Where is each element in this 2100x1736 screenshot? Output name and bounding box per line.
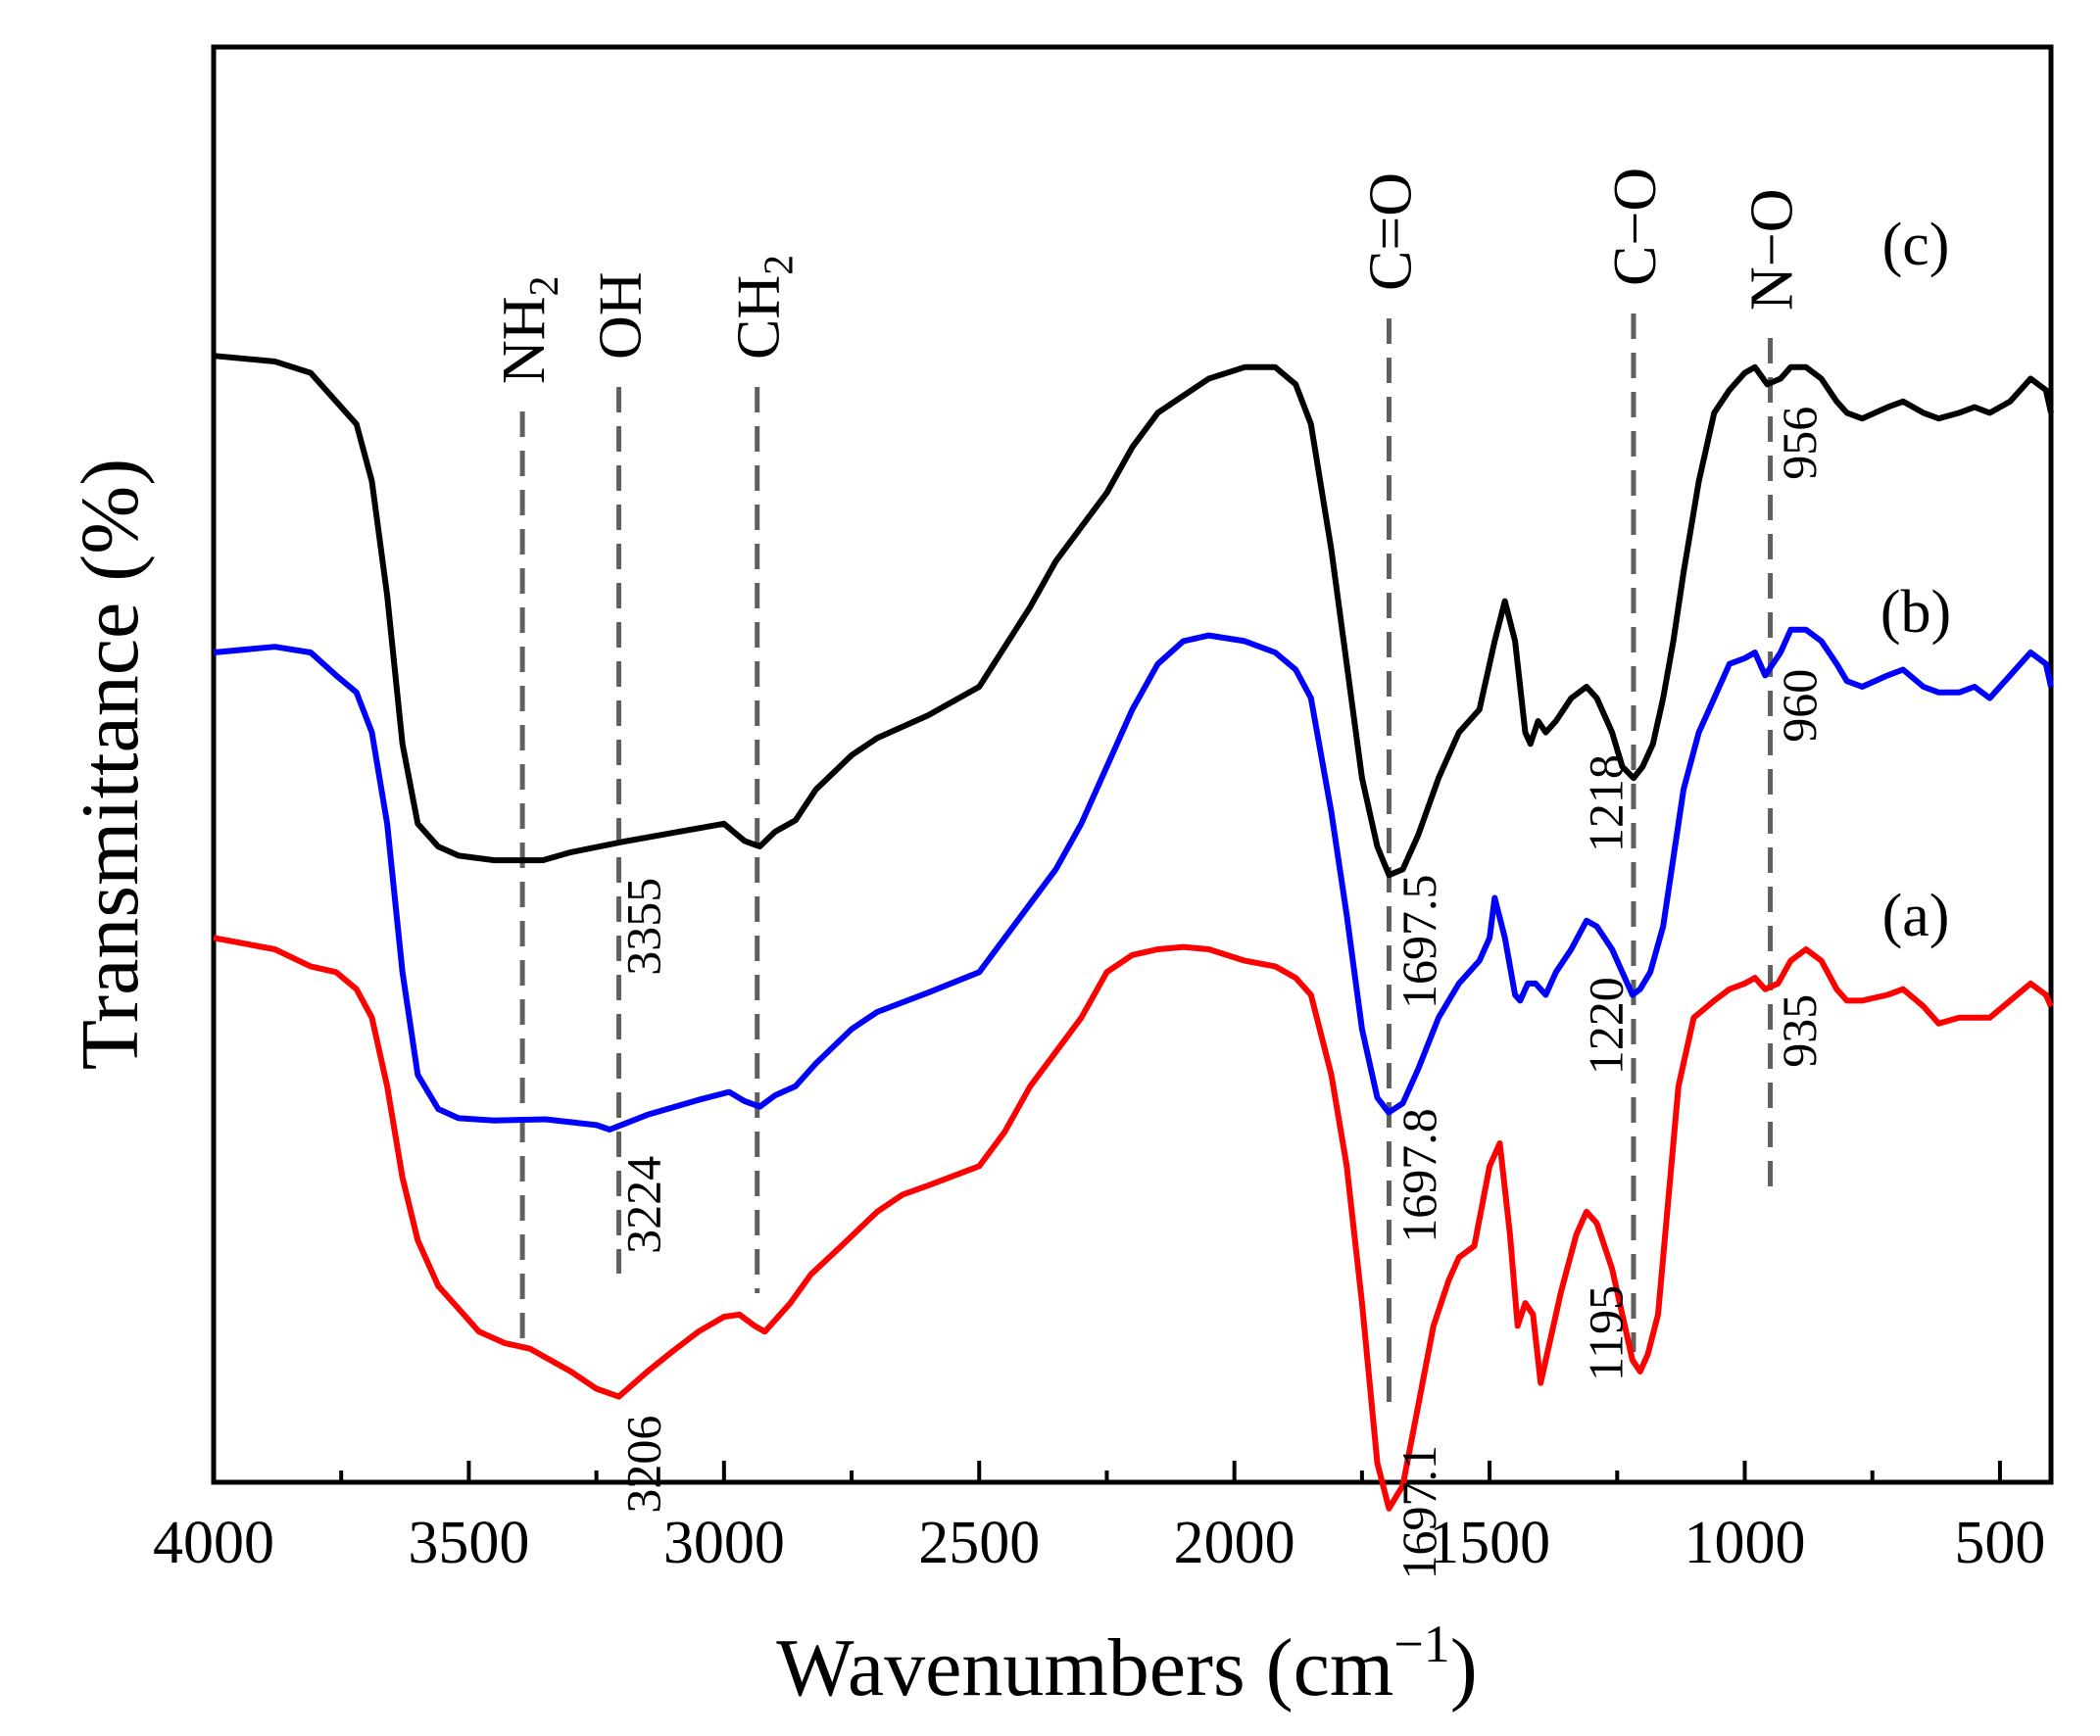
peak-label-935-a: 935 bbox=[1772, 994, 1827, 1068]
peak-label-1195-a: 1195 bbox=[1578, 1285, 1633, 1381]
band-label-group: NH2 OH CH2 C=O C−O N−O bbox=[491, 168, 1805, 384]
x-tick-label-2000: 2000 bbox=[1174, 1510, 1295, 1576]
peak-label-3355-c: 3355 bbox=[616, 878, 671, 976]
band-label-nh2: NH2 bbox=[491, 275, 567, 384]
band-label-ch2: CH2 bbox=[726, 255, 803, 360]
series-label-c: (c) bbox=[1882, 212, 1950, 278]
plot-frame bbox=[211, 44, 2054, 1485]
peak-label-960-b: 960 bbox=[1772, 669, 1827, 743]
peak-label-956-c: 956 bbox=[1772, 407, 1827, 480]
x-tick-label-3500: 3500 bbox=[408, 1510, 529, 1576]
series-label-a: (a) bbox=[1882, 883, 1950, 949]
peak-label-1697-8-b: 1697.8 bbox=[1392, 1108, 1446, 1243]
x-axis-title: Wavenumbers (cm−1) bbox=[776, 1615, 1477, 1713]
series-label-b: (b) bbox=[1880, 579, 1951, 646]
peak-label-1218-c: 1218 bbox=[1578, 754, 1633, 852]
band-label-c-o: C−O bbox=[1602, 168, 1669, 286]
peak-label-3224-b: 3224 bbox=[616, 1156, 671, 1254]
x-tick-label-3000: 3000 bbox=[663, 1510, 785, 1576]
series-label-group: (c) (b) (a) bbox=[1880, 212, 1951, 949]
x-axis-title-superscript: −1 bbox=[1393, 1615, 1449, 1673]
peak-label-3206-a: 3206 bbox=[616, 1416, 671, 1514]
band-label-c-o: C=O bbox=[1357, 172, 1424, 291]
band-label-n-o: N−O bbox=[1739, 188, 1806, 311]
peak-label-1220-b: 1220 bbox=[1578, 977, 1633, 1075]
x-tick-label-4000: 4000 bbox=[153, 1510, 274, 1576]
x-tick-label-1000: 1000 bbox=[1685, 1510, 1806, 1576]
band-label-oh: OH bbox=[588, 271, 655, 360]
series-group bbox=[213, 353, 2054, 1512]
series-line-b bbox=[213, 626, 2054, 1133]
y-axis-title: Transmittance (%) bbox=[65, 458, 156, 1070]
series-line-a bbox=[213, 935, 2054, 1512]
x-tick-label-2500: 2500 bbox=[918, 1510, 1040, 1576]
peak-label-1697-1-a: 1697.1 bbox=[1392, 1445, 1446, 1580]
x-tick-label-500: 500 bbox=[1954, 1510, 2045, 1576]
x-tick-label-1500: 1500 bbox=[1429, 1510, 1550, 1576]
band-marker-group bbox=[519, 313, 1774, 1406]
peak-label-1697-5-c: 1697.5 bbox=[1392, 874, 1446, 1008]
peak-label-group: 3355 3224 3206 1697.5 1697.8 1697.1 1218 1220 11… bbox=[616, 407, 1828, 1580]
x-tick-group: 4000 3500 3000 2500 2000 1500 1000 500 bbox=[153, 1461, 2045, 1576]
series-line-c bbox=[213, 353, 2054, 879]
